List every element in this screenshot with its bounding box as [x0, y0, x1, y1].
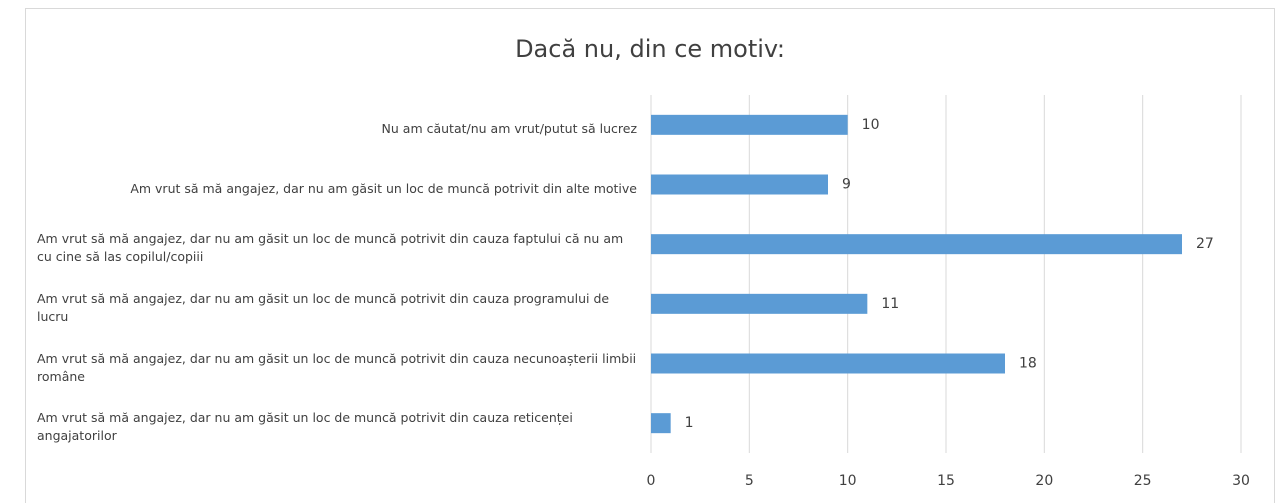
- y-tick-text: Am vrut să mă angajez, dar nu am găsit u…: [37, 350, 637, 384]
- x-tick-label: 20: [1035, 473, 1053, 489]
- y-tick-label: Nu am căutat/nu am vrut/putut să lucrez: [37, 120, 637, 138]
- y-tick-text: Am vrut să mă angajez, dar nu am găsit u…: [37, 231, 624, 265]
- x-tick-label: 25: [1134, 473, 1152, 489]
- y-tick-label: Am vrut să mă angajez, dar nu am găsit u…: [37, 180, 637, 198]
- y-tick-label: Am vrut să mă angajez, dar nu am găsit u…: [37, 230, 637, 266]
- y-tick-text: Am vrut să mă angajez, dar nu am găsit u…: [130, 180, 637, 196]
- data-label: 18: [1019, 356, 1037, 372]
- bar: [651, 174, 828, 195]
- y-tick-label: Am vrut să mă angajez, dar nu am găsit u…: [37, 350, 637, 386]
- bar: [651, 413, 671, 434]
- x-tick-label: 15: [937, 473, 955, 489]
- bar: [651, 353, 1005, 374]
- y-tick-text: Am vrut să mă angajez, dar nu am găsit u…: [37, 290, 610, 324]
- data-label: 11: [881, 296, 899, 312]
- chart-frame: [25, 8, 1275, 503]
- data-label: 10: [862, 117, 880, 133]
- bar: [651, 293, 868, 314]
- bar: [651, 114, 848, 135]
- chart-title: Dacă nu, din ce motiv:: [515, 35, 785, 63]
- data-label: 27: [1196, 236, 1214, 252]
- y-tick-label: Am vrut să mă angajez, dar nu am găsit u…: [37, 409, 637, 445]
- data-label: 1: [685, 415, 694, 431]
- data-label: 9: [842, 177, 851, 193]
- bar: [651, 234, 1182, 255]
- x-tick-label: 5: [745, 473, 754, 489]
- x-tick-label: 10: [839, 473, 857, 489]
- y-tick-text: Nu am căutat/nu am vrut/putut să lucrez: [381, 120, 637, 136]
- y-tick-label: Am vrut să mă angajez, dar nu am găsit u…: [37, 290, 637, 326]
- x-tick-label: 30: [1232, 473, 1250, 489]
- x-tick-label: 0: [647, 473, 656, 489]
- y-tick-text: Am vrut să mă angajez, dar nu am găsit u…: [37, 410, 573, 444]
